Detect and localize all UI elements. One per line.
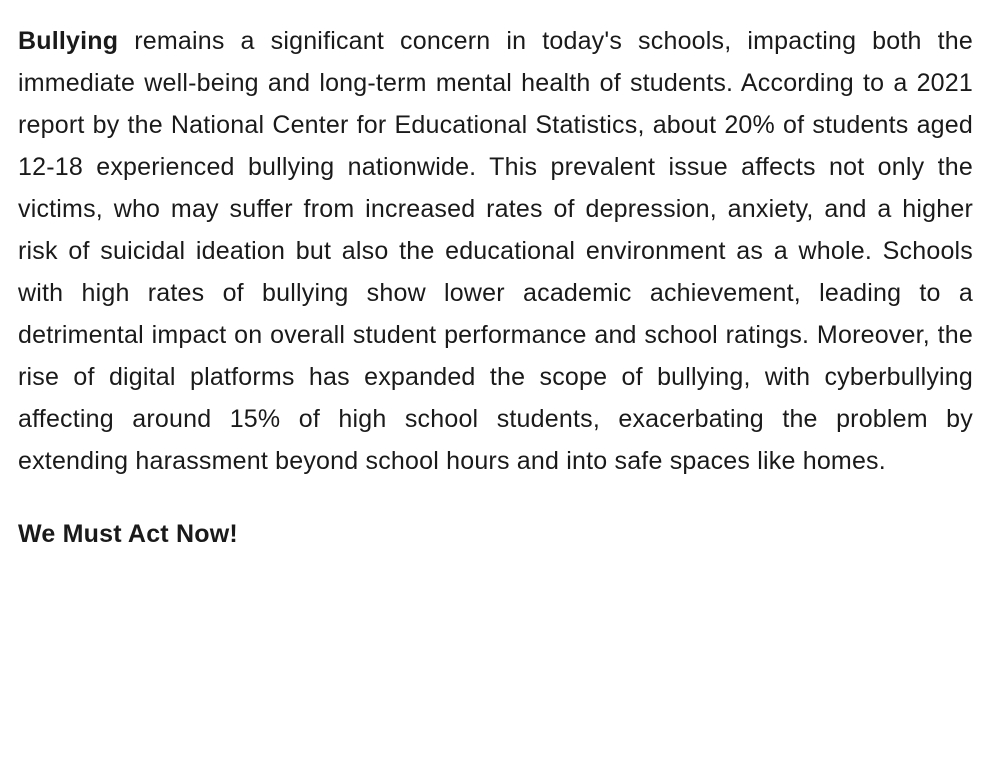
section-heading: We Must Act Now! bbox=[18, 520, 973, 549]
bold-lead-word: Bullying bbox=[18, 27, 118, 55]
body-paragraph: Bullying remains a significant concern i… bbox=[18, 20, 973, 482]
paragraph-body-text: remains a significant concern in today's… bbox=[18, 27, 973, 475]
